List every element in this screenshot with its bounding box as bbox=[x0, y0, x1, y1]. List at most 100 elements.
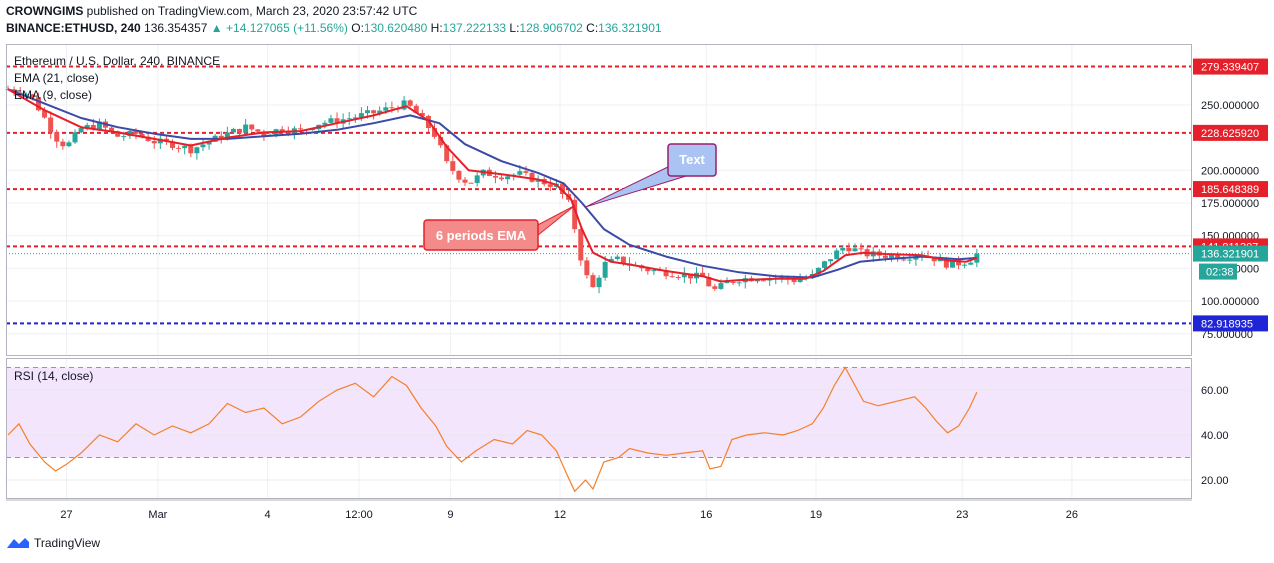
candle-body[interactable] bbox=[115, 131, 121, 137]
candle-body[interactable] bbox=[669, 276, 675, 278]
candle-body[interactable] bbox=[651, 270, 657, 272]
candle-body[interactable] bbox=[145, 136, 151, 141]
candle-body[interactable] bbox=[365, 110, 371, 114]
candle-body[interactable] bbox=[834, 250, 840, 260]
candle-body[interactable] bbox=[60, 141, 66, 147]
candle-body[interactable] bbox=[846, 247, 852, 252]
candle-body[interactable] bbox=[310, 129, 316, 131]
candle-body[interactable] bbox=[852, 248, 858, 252]
candle-body[interactable] bbox=[529, 172, 535, 182]
candle-body[interactable] bbox=[962, 264, 968, 266]
candle-body[interactable] bbox=[23, 94, 29, 96]
candle-body[interactable] bbox=[949, 259, 955, 268]
candle-body[interactable] bbox=[474, 175, 480, 183]
candle-body[interactable] bbox=[712, 286, 718, 289]
candle-body[interactable] bbox=[176, 147, 182, 149]
candle-body[interactable] bbox=[230, 128, 236, 133]
candle-body[interactable] bbox=[48, 117, 54, 133]
candle-body[interactable] bbox=[279, 129, 285, 132]
candle-body[interactable] bbox=[596, 277, 602, 288]
candle-body[interactable] bbox=[206, 141, 212, 145]
candle-body[interactable] bbox=[157, 138, 163, 144]
candle-body[interactable] bbox=[956, 259, 962, 266]
candle-body[interactable] bbox=[163, 138, 169, 142]
candle-body[interactable] bbox=[297, 128, 303, 130]
candle-body[interactable] bbox=[249, 124, 255, 130]
candle-body[interactable] bbox=[346, 118, 352, 120]
candle-body[interactable] bbox=[700, 272, 706, 277]
candle-body[interactable] bbox=[42, 110, 48, 118]
candle-body[interactable] bbox=[620, 256, 626, 264]
candle-body[interactable] bbox=[182, 145, 188, 149]
candle-body[interactable] bbox=[334, 118, 340, 124]
candle-body[interactable] bbox=[468, 182, 474, 184]
candle-body[interactable] bbox=[200, 144, 206, 148]
candle-body[interactable] bbox=[218, 135, 224, 140]
candle-body[interactable] bbox=[352, 117, 358, 119]
candle-body[interactable] bbox=[84, 125, 90, 129]
candle-body[interactable] bbox=[931, 256, 937, 262]
candle-body[interactable] bbox=[358, 113, 364, 118]
candle-body[interactable] bbox=[328, 118, 334, 123]
candle-body[interactable] bbox=[943, 258, 949, 268]
candle-body[interactable] bbox=[645, 268, 651, 272]
candle-body[interactable] bbox=[90, 125, 96, 130]
ema9-line[interactable] bbox=[7, 88, 978, 283]
tradingview-footer[interactable]: TradingView bbox=[6, 536, 100, 550]
rsi-line[interactable] bbox=[7, 366, 978, 493]
candle-body[interactable] bbox=[828, 259, 834, 262]
candle-body[interactable] bbox=[389, 107, 395, 109]
candle-body[interactable] bbox=[681, 273, 687, 278]
rsi-legend[interactable]: RSI (14, close) bbox=[14, 369, 94, 383]
candle-body[interactable] bbox=[371, 110, 377, 114]
candle-body[interactable] bbox=[78, 128, 84, 133]
candle-body[interactable] bbox=[194, 147, 200, 154]
candle-body[interactable] bbox=[237, 128, 243, 133]
candle-body[interactable] bbox=[889, 255, 895, 258]
candle-body[interactable] bbox=[901, 259, 907, 261]
candle-body[interactable] bbox=[882, 255, 888, 258]
candle-body[interactable] bbox=[224, 132, 230, 140]
candle-body[interactable] bbox=[462, 179, 468, 183]
candle-body[interactable] bbox=[840, 247, 846, 251]
candle-body[interactable] bbox=[614, 256, 620, 259]
candle-body[interactable] bbox=[29, 94, 35, 98]
candle-body[interactable] bbox=[188, 145, 194, 154]
candle-body[interactable] bbox=[590, 275, 596, 288]
candle-body[interactable] bbox=[572, 199, 578, 230]
candle-body[interactable] bbox=[895, 255, 901, 260]
candle-body[interactable] bbox=[505, 176, 511, 180]
candle-body[interactable] bbox=[170, 141, 176, 148]
candle-body[interactable] bbox=[754, 280, 760, 282]
publisher-name[interactable]: CROWNGIMS bbox=[6, 4, 84, 18]
candle-body[interactable] bbox=[139, 133, 145, 137]
candle-body[interactable] bbox=[663, 270, 669, 277]
candle-body[interactable] bbox=[438, 136, 444, 146]
candle-body[interactable] bbox=[602, 262, 608, 278]
candle-body[interactable] bbox=[413, 105, 419, 113]
candle-body[interactable] bbox=[96, 121, 102, 130]
ema21-line[interactable] bbox=[7, 88, 977, 279]
annotation-ema-box[interactable] bbox=[423, 219, 539, 251]
annotation-text-box[interactable] bbox=[667, 143, 717, 177]
candle-body[interactable] bbox=[54, 132, 60, 142]
candle-body[interactable] bbox=[547, 184, 553, 187]
candle-body[interactable] bbox=[383, 107, 389, 111]
candle-body[interactable] bbox=[133, 130, 139, 134]
candle-body[interactable] bbox=[779, 277, 785, 279]
candle-body[interactable] bbox=[858, 248, 864, 250]
ema21-legend[interactable]: EMA (21, close) bbox=[14, 71, 99, 85]
candle-body[interactable] bbox=[578, 229, 584, 261]
candle-body[interactable] bbox=[608, 258, 614, 263]
candle-body[interactable] bbox=[407, 100, 413, 106]
candle-body[interactable] bbox=[109, 127, 115, 132]
candle-body[interactable] bbox=[419, 112, 425, 116]
candle-body[interactable] bbox=[822, 261, 828, 268]
candle-body[interactable] bbox=[968, 262, 974, 265]
candle-body[interactable] bbox=[559, 183, 565, 195]
candle-body[interactable] bbox=[675, 277, 681, 279]
candle-body[interactable] bbox=[499, 177, 505, 180]
candle-body[interactable] bbox=[456, 170, 462, 180]
candle-body[interactable] bbox=[523, 171, 529, 173]
